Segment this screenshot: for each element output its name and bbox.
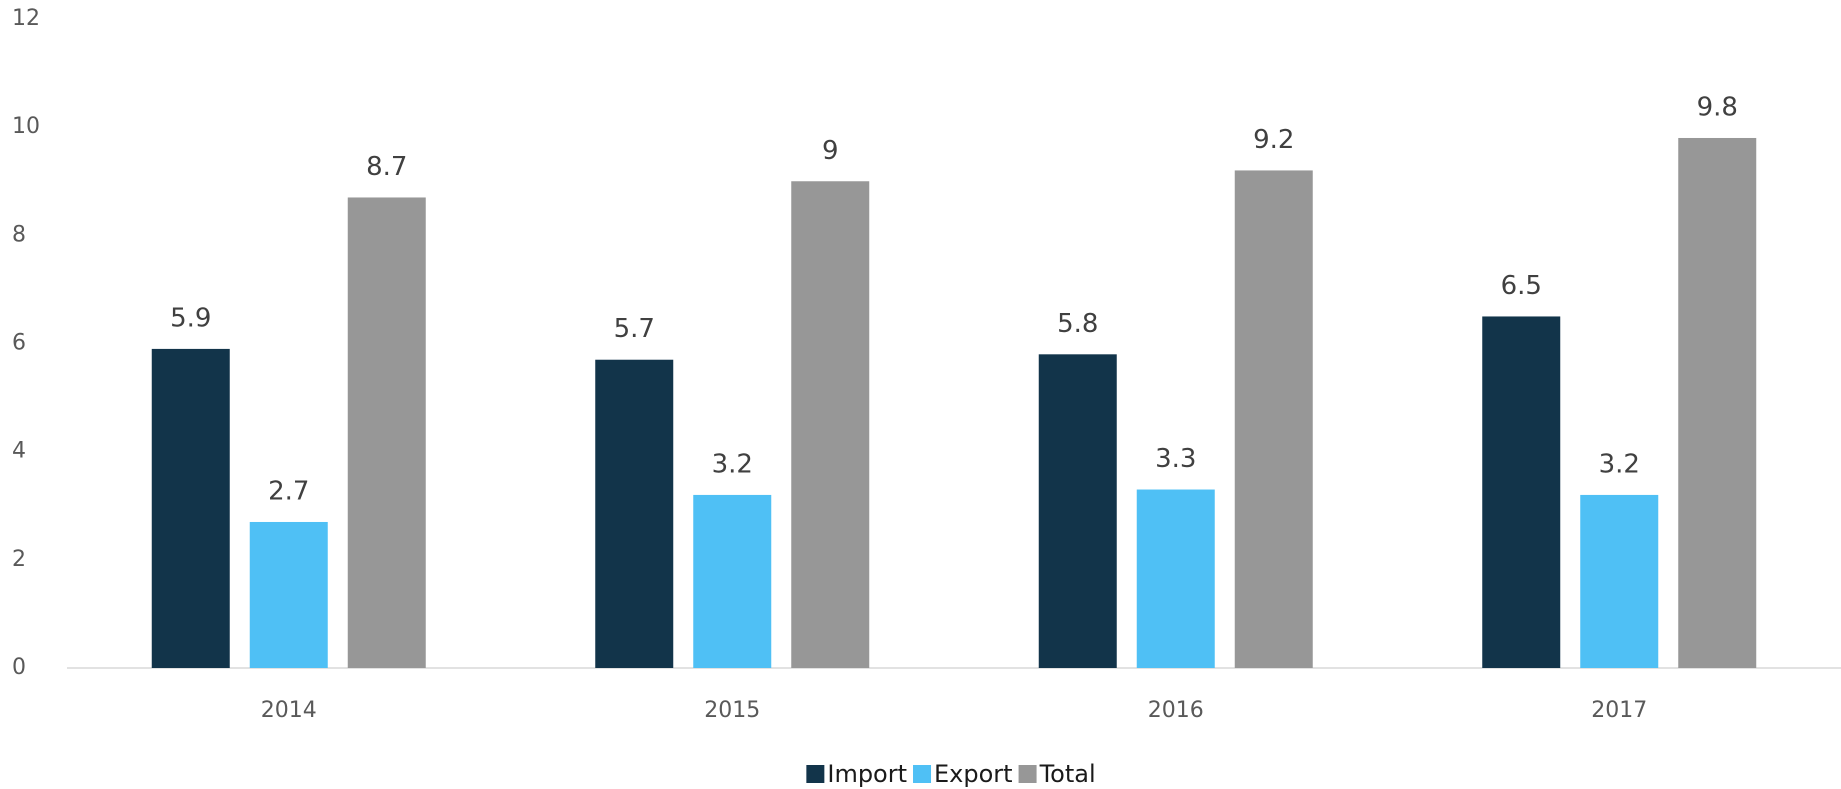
value-label: 5.9	[170, 303, 211, 333]
x-tick-label: 2017	[1591, 698, 1647, 723]
value-label: 3.3	[1155, 444, 1196, 474]
value-label: 5.7	[614, 314, 655, 344]
legend-swatch	[913, 765, 932, 783]
legend-label: Import	[827, 760, 907, 788]
value-label: 8.7	[366, 152, 407, 182]
legend-swatch	[1018, 765, 1037, 783]
bar	[1678, 137, 1757, 668]
legend-label: Total	[1039, 760, 1096, 788]
x-tick-label: 2015	[704, 698, 760, 723]
y-tick-label: 0	[12, 655, 26, 680]
bar	[1580, 494, 1659, 668]
value-label: 2.7	[268, 476, 309, 506]
bar	[151, 348, 230, 668]
bar	[249, 521, 328, 668]
value-label: 9.8	[1697, 92, 1738, 122]
bar	[791, 181, 870, 668]
value-label: 9	[822, 136, 839, 166]
bar	[693, 494, 772, 668]
bar	[347, 197, 426, 668]
bar	[1038, 354, 1117, 668]
x-tick-label: 2014	[261, 698, 317, 723]
value-label: 6.5	[1501, 271, 1542, 301]
value-label: 5.8	[1057, 309, 1098, 339]
bar	[595, 359, 674, 668]
value-label: 3.2	[712, 449, 753, 479]
y-tick-label: 6	[12, 331, 26, 356]
y-tick-label: 8	[12, 222, 26, 247]
bar	[1234, 170, 1313, 668]
legend-label: Export	[934, 760, 1013, 788]
x-tick-label: 2016	[1148, 698, 1204, 723]
legend-swatch	[806, 765, 825, 783]
y-tick-label: 12	[12, 6, 40, 31]
y-tick-label: 10	[12, 114, 40, 139]
y-tick-label: 4	[12, 439, 26, 464]
value-label: 3.2	[1599, 449, 1640, 479]
value-label: 9.2	[1253, 125, 1294, 155]
bar	[1482, 316, 1561, 668]
bar	[1136, 489, 1215, 668]
y-tick-label: 2	[12, 547, 26, 572]
